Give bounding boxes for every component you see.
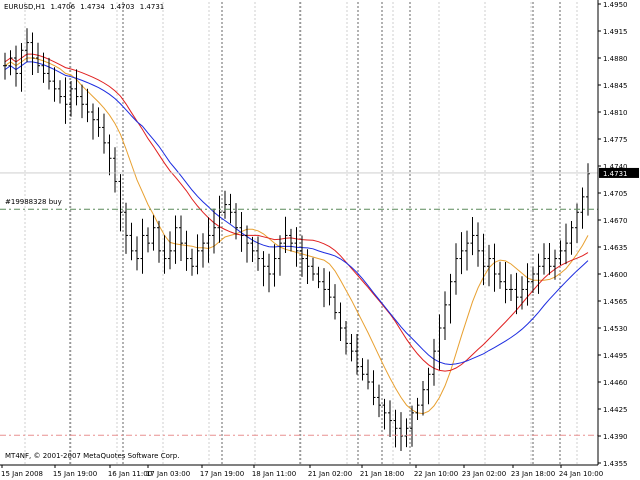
current-price-tag (599, 167, 639, 178)
x-tick-label: 22 Jan 10:00 (414, 470, 458, 478)
y-tick-label: 1.4635 (603, 244, 628, 252)
y-tick-label: 1.4950 (603, 1, 628, 9)
y-tick-label: 1.4600 (603, 271, 628, 279)
x-tick-label: 21 Jan 02:00 (308, 470, 352, 478)
x-tick-label: 16 Jan 11:00 (108, 470, 152, 478)
y-tick-label: 1.4705 (603, 190, 628, 198)
y-tick-label: 1.4355 (603, 460, 628, 468)
y-tick-label: 1.4565 (603, 298, 628, 306)
symbol-timeframe: EURUSD,H1 (4, 3, 46, 11)
x-tick-label: 18 Jan 11:00 (252, 470, 296, 478)
x-tick-label: 15 Jan 19:00 (53, 470, 97, 478)
price-bars (3, 28, 590, 452)
open-price: 1.4706 (50, 3, 76, 11)
x-tick-label: 23 Jan 02:00 (462, 470, 506, 478)
x-tick-label: 17 Jan 19:00 (200, 470, 244, 478)
ma-mid-line (4, 53, 589, 372)
y-tick-label: 1.4670 (603, 217, 628, 225)
grid-lines (24, 2, 578, 465)
x-tick-label: 21 Jan 18:00 (360, 470, 404, 478)
copyright-text: MT4NF, © 2001-2007 MetaQuotes Software C… (5, 452, 180, 460)
y-tick-label: 1.4845 (603, 82, 628, 90)
x-tick-label: 23 Jan 18:00 (511, 470, 555, 478)
x-tick-label: 24 Jan 10:00 (559, 470, 603, 478)
order-label[interactable]: #19988328 buy (5, 198, 62, 206)
y-tick-label: 1.4740 (603, 163, 628, 171)
y-tick-label: 1.4460 (603, 379, 628, 387)
y-tick-label: 1.4390 (603, 433, 628, 441)
y-tick-label: 1.4880 (603, 55, 628, 63)
low-price: 1.4703 (110, 3, 135, 11)
current-price-value: 1.4731 (603, 170, 628, 178)
y-tick-label: 1.4775 (603, 136, 628, 144)
axes: 1.4950 1.4915 1.4880 1.4845 1.4810 1.4775 1.47… (0, 0, 628, 478)
x-tick-label: 15 Jan 2008 (1, 470, 43, 478)
ma-slow-line (4, 61, 589, 366)
x-tick-label: 17 Jan 03:00 (146, 470, 190, 478)
chart-header: EURUSD,H1 1.4706 1.4734 1.4703 1.4731 (4, 3, 167, 11)
y-tick-label: 1.4530 (603, 325, 628, 333)
y-tick-label: 1.4495 (603, 352, 628, 360)
high-price: 1.4734 (80, 3, 105, 11)
y-tick-label: 1.4425 (603, 406, 628, 414)
y-tick-label: 1.4810 (603, 109, 628, 117)
close-price: 1.4731 (139, 3, 165, 11)
price-levels: 1.4731 (0, 167, 639, 436)
y-tick-label: 1.4915 (603, 28, 628, 36)
